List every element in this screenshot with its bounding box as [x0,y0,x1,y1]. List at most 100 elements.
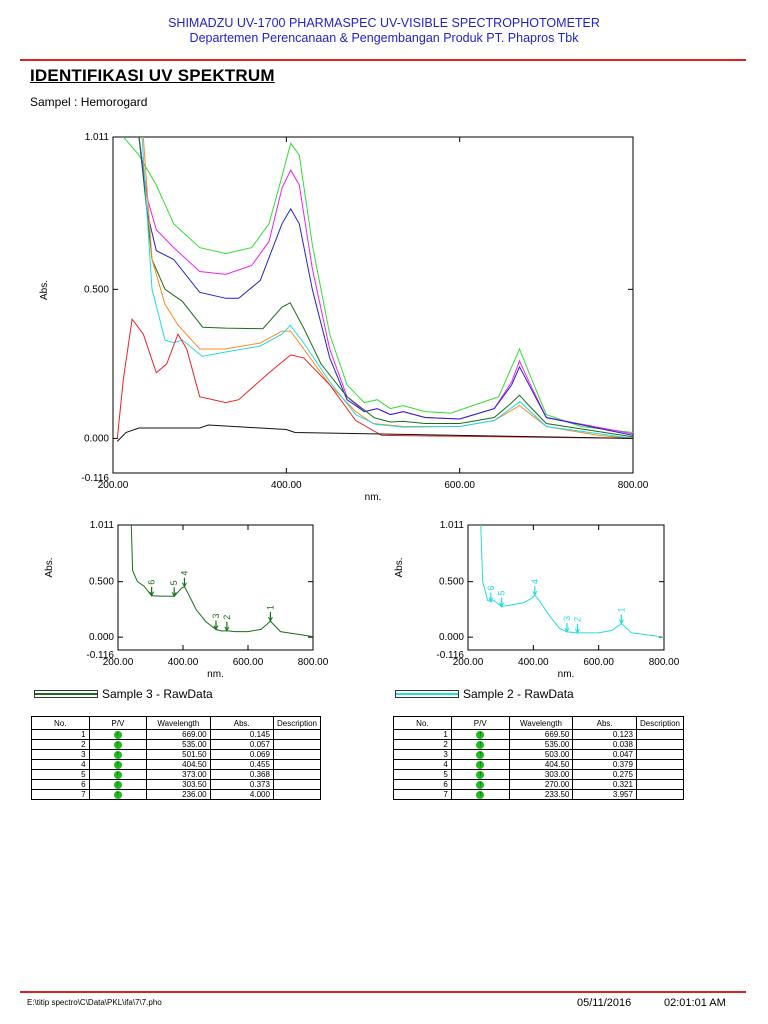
cell-no: 3 [393,749,452,760]
cell-description [272,769,322,780]
cell-abs: 0.047 [572,749,637,760]
table-row: 7 ↑ 233.50 3.957 [393,789,685,800]
cell-no: 2 [393,739,452,750]
series-group [127,525,313,638]
peak-table-sample-3: No. P/V Wavelength Abs. Description 1 ↑ 669.00 0… [31,716,322,800]
peak-label: 1 [265,605,275,610]
cell-wavelength: 270.00 [508,779,574,790]
peak-arrow [171,592,177,598]
cell-abs: 3.957 [572,789,637,800]
spectrum-line-5 [141,137,633,439]
table-row: 2 ↑ 535.00 0.057 [31,739,322,750]
cell-description [635,789,685,800]
y-axis-label: Abs. [39,280,50,300]
cell-no: 1 [31,729,90,740]
peak-label: 1 [616,607,626,612]
column-header: Description [272,716,322,730]
table-row: 1 ↑ 669.00 0.145 [31,729,322,740]
column-header: Abs. [572,716,637,730]
table-row: 3 ↑ 501.50 0.069 [31,749,322,760]
cell-no: 1 [393,729,452,740]
x-axis-label: nm. [207,669,224,680]
table-header: No. P/V Wavelength Abs. Description [393,716,685,730]
x-tick-label: 400.00 [271,480,302,491]
cell-description [272,779,322,790]
peak-label: 4 [179,571,189,576]
y-tick-label: 0.000 [84,433,109,444]
y-tick-label: 0.000 [439,632,464,643]
cell-description [272,739,322,750]
table-row: 6 ↑ 270.00 0.321 [393,779,685,790]
peak-arrow [224,626,230,632]
cell-abs: 0.379 [572,759,637,770]
cell-pv: ↑ [450,759,510,770]
cell-description [635,729,685,740]
y-tick-label: 0.500 [84,284,109,295]
table-row: 7 ↑ 236.00 4.000 [31,789,322,800]
spectrum-line-2 [138,137,633,436]
column-header: P/V [88,716,148,730]
cell-wavelength: 303.50 [146,779,211,790]
legend-swatch [395,690,459,698]
table-row: 4 ↑ 404.50 0.379 [393,759,685,770]
column-header: No. [31,716,90,730]
y-axis-label: Abs. [44,557,55,577]
spectrum-line-4 [142,137,633,439]
x-tick-label: 800.00 [649,657,680,668]
y-tick-label: 0.500 [439,577,464,588]
peak-icon: ↑ [476,790,485,799]
peak-icon: ↑ [113,740,122,749]
peak-icon: ↑ [113,730,122,739]
column-header: Wavelength [508,716,574,730]
legend-label: Sample 3 - RawData [102,687,213,701]
x-axis-label: nm. [558,669,575,680]
cell-no: 6 [31,779,90,790]
cell-no: 2 [31,739,90,750]
cell-abs: 0.123 [572,729,637,740]
cell-description [272,759,322,770]
table-row: 4 ↑ 404.50 0.455 [31,759,322,770]
cell-wavelength: 373.00 [146,769,211,780]
cell-abs: 0.368 [209,769,274,780]
y-tick-label: 0.500 [89,577,114,588]
y-tick-label: 1.011 [440,520,465,531]
spectrum-line-0 [476,525,664,638]
peak-icon: ↑ [113,780,122,789]
footer-divider [20,991,746,993]
cell-wavelength: 535.00 [146,739,211,750]
cell-abs: 0.275 [572,769,637,780]
cell-wavelength: 233.50 [508,789,574,800]
peak-table-sample-2: No. P/V Wavelength Abs. Description 1 ↑ 669.50 0… [393,716,685,800]
spectrum-line-3 [138,137,633,438]
cell-pv: ↑ [450,749,510,760]
cell-no: 3 [31,749,90,760]
cell-pv: ↑ [450,779,510,790]
print-date: 05/11/2016 [577,997,632,1009]
peak-icon: ↑ [476,770,485,779]
table-row: 2 ↑ 535.00 0.038 [393,739,685,750]
peak-arrow [213,625,219,631]
peak-label: 6 [147,580,157,585]
table-row: 3 ↑ 503.00 0.047 [393,749,685,760]
cell-abs: 0.455 [209,759,274,770]
cell-no: 5 [31,769,90,780]
peak-label: 3 [211,613,221,618]
cell-description [272,789,322,800]
spectrum-line-6 [116,317,633,439]
cell-pv: ↑ [450,769,510,780]
y-tick-label: 1.011 [90,520,115,531]
peak-icon: ↑ [113,770,122,779]
cell-abs: 0.038 [572,739,637,750]
peak-label: 3 [562,616,572,621]
cell-wavelength: 404.50 [508,759,574,770]
cell-pv: ↑ [88,729,148,740]
cell-pv: ↑ [88,739,148,750]
cell-description [635,769,685,780]
cell-wavelength: 303.00 [508,769,574,780]
cell-description [272,749,322,760]
cell-pv: ↑ [88,759,148,770]
y-tick-label: 0.000 [89,632,114,643]
cell-abs: 0.069 [209,749,274,760]
